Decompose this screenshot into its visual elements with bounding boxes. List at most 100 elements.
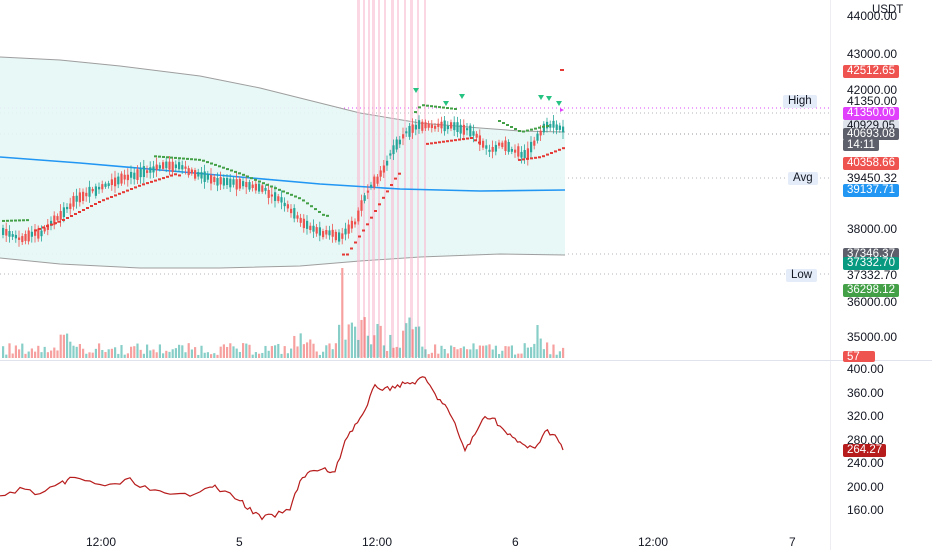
psar-dot bbox=[538, 126, 541, 129]
candle-body bbox=[59, 211, 62, 220]
candle-body bbox=[139, 168, 142, 178]
volume-bar bbox=[258, 353, 261, 358]
volume-bar bbox=[488, 344, 491, 358]
candle-body bbox=[360, 200, 363, 211]
psar-dot bbox=[38, 227, 41, 230]
volume-bar bbox=[427, 354, 430, 358]
volume-bar bbox=[347, 324, 350, 358]
psar-dot bbox=[422, 104, 425, 107]
volume-bar bbox=[350, 322, 353, 358]
psar-dot bbox=[34, 229, 37, 232]
psar-dot bbox=[138, 184, 141, 187]
volume-bar bbox=[354, 326, 357, 358]
psar-dot bbox=[522, 130, 525, 133]
candle-body bbox=[363, 195, 366, 201]
volume-bar bbox=[443, 349, 446, 358]
indicator-axis-label: 360.00 bbox=[847, 386, 884, 400]
psar-dot bbox=[154, 155, 157, 158]
candle-body bbox=[133, 172, 136, 180]
volume-bar bbox=[107, 349, 110, 358]
candle-body bbox=[120, 173, 123, 184]
low-value: 37332.70 bbox=[847, 268, 898, 282]
candle-body bbox=[190, 169, 193, 174]
volume-bar bbox=[274, 345, 277, 358]
candle-body bbox=[286, 204, 289, 209]
candle-body bbox=[328, 230, 331, 236]
psar-dot bbox=[226, 168, 229, 171]
psar-dot bbox=[454, 107, 457, 110]
volume-bar bbox=[235, 348, 238, 358]
last-high-price-label: 42512.65 bbox=[843, 65, 899, 78]
volume-bar bbox=[222, 344, 225, 358]
psar-dot bbox=[134, 186, 137, 189]
volume-bar bbox=[382, 345, 385, 358]
psar-dot bbox=[394, 177, 397, 180]
volume-bar bbox=[139, 349, 142, 358]
psar-dot bbox=[434, 141, 437, 144]
volume-bar bbox=[104, 352, 107, 358]
volume-bar bbox=[152, 349, 155, 358]
psar-dot bbox=[230, 169, 233, 172]
volume-bar bbox=[363, 317, 366, 358]
psar-dot bbox=[62, 219, 65, 221]
candle-body bbox=[235, 179, 238, 190]
psar-dot bbox=[290, 193, 293, 196]
psar-dot bbox=[130, 188, 133, 190]
volume-bar bbox=[446, 353, 449, 358]
volume-bar bbox=[21, 343, 24, 358]
psar-dot bbox=[174, 156, 177, 159]
volume-bar bbox=[549, 354, 552, 358]
volume-bar bbox=[270, 346, 273, 358]
psar-dot bbox=[326, 214, 329, 217]
psar-dot bbox=[182, 157, 185, 160]
time-axis-label: 7 bbox=[789, 535, 796, 549]
volume-bar bbox=[251, 354, 254, 358]
psar-dot bbox=[378, 203, 381, 206]
volume-bar bbox=[261, 352, 264, 358]
volume-bar bbox=[2, 346, 5, 358]
volume-bar bbox=[168, 351, 171, 358]
volume-bar bbox=[5, 354, 8, 358]
psar-dot bbox=[94, 203, 97, 205]
volume-bar bbox=[418, 326, 421, 358]
candle-body bbox=[549, 124, 552, 128]
psar-dot bbox=[218, 165, 221, 168]
pane-separator[interactable] bbox=[0, 360, 932, 361]
volume-bar bbox=[14, 345, 17, 358]
volume-bar bbox=[283, 346, 286, 358]
volume-bar bbox=[46, 352, 49, 358]
volume-bar bbox=[75, 346, 78, 358]
candle-body bbox=[350, 220, 353, 229]
psar-dot bbox=[10, 219, 13, 222]
psar-dot bbox=[382, 196, 385, 199]
volume-bar bbox=[533, 343, 536, 358]
volume-bar bbox=[552, 344, 555, 358]
psar-dot bbox=[550, 152, 553, 154]
volume-bar bbox=[136, 343, 139, 358]
candle-body bbox=[101, 184, 104, 190]
volume-bar bbox=[245, 343, 248, 358]
candle-body bbox=[56, 216, 59, 221]
volume-bar bbox=[526, 347, 529, 358]
psar-dot bbox=[26, 219, 29, 222]
volume-bar bbox=[226, 346, 229, 358]
psar-dot bbox=[194, 158, 197, 161]
volume-bar bbox=[85, 353, 88, 358]
volume-bar bbox=[370, 344, 373, 358]
indicator-axis-label: 320.00 bbox=[847, 409, 884, 423]
psar-dot bbox=[346, 253, 349, 256]
candle-body bbox=[437, 123, 440, 128]
candle-body bbox=[475, 133, 478, 138]
volume-bar bbox=[24, 353, 27, 358]
signal-triangle bbox=[538, 95, 544, 100]
avg-value: 39450.32 bbox=[847, 171, 898, 185]
volume-bar bbox=[472, 343, 475, 358]
candle-body bbox=[379, 170, 382, 177]
candle-body bbox=[302, 218, 305, 229]
candle-body bbox=[421, 121, 424, 131]
psar-dot bbox=[278, 188, 281, 191]
psar-dot bbox=[446, 107, 449, 110]
volume-bar bbox=[69, 341, 72, 358]
volume-bar bbox=[331, 349, 334, 358]
